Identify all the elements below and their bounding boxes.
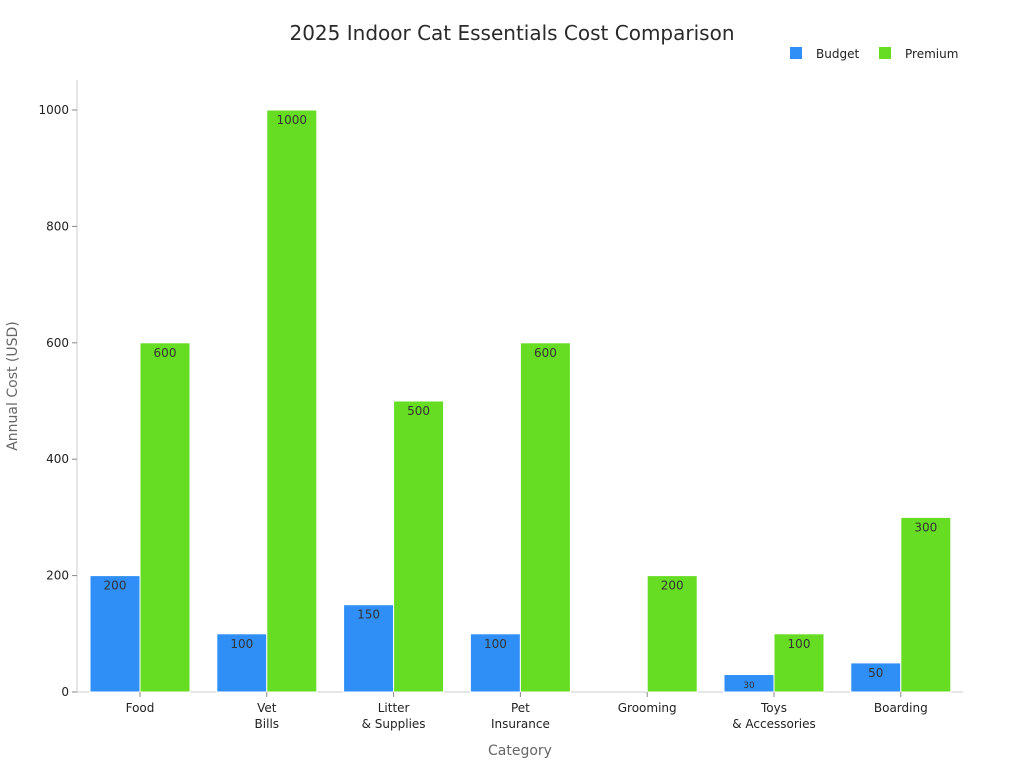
legend-label-premium: Premium bbox=[905, 47, 958, 61]
legend-label-budget: Budget bbox=[816, 47, 859, 61]
legend-swatch-budget bbox=[790, 47, 802, 59]
bar-budget-2 bbox=[343, 604, 395, 693]
x-tick-label: Food bbox=[126, 701, 155, 715]
x-tick-label: Toys & Accessories bbox=[732, 701, 816, 731]
data-label-budget-3: 100 bbox=[484, 637, 507, 651]
x-tick-label: Grooming bbox=[618, 701, 677, 715]
bar-premium-0 bbox=[139, 342, 191, 693]
data-label-budget-5: 30 bbox=[743, 681, 755, 691]
y-tick-label: 400 bbox=[46, 452, 69, 466]
bar-budget-6 bbox=[850, 662, 902, 693]
data-label-premium-5: 100 bbox=[788, 637, 811, 651]
bar-premium-3 bbox=[519, 342, 571, 693]
legend: Budget Premium bbox=[790, 47, 958, 61]
data-label-premium-6: 300 bbox=[914, 520, 937, 534]
plot-area: 0 200 400 600 800 1000 200 100 150 100 30 50 600 1000… bbox=[38, 80, 963, 731]
legend-swatch-premium bbox=[879, 47, 891, 59]
data-label-budget-1: 100 bbox=[230, 637, 253, 651]
y-tick-label: 0 bbox=[61, 685, 69, 699]
y-tick-label: 1000 bbox=[38, 103, 69, 117]
y-axis-title: Annual Cost (USD) bbox=[5, 321, 21, 451]
x-axis-title: Category bbox=[488, 743, 552, 759]
data-label-budget-0: 200 bbox=[104, 579, 127, 593]
y-tick-label: 200 bbox=[46, 569, 69, 583]
data-label-premium-3: 600 bbox=[534, 346, 557, 360]
bar-premium-1 bbox=[266, 109, 318, 693]
bar-premium-4 bbox=[646, 575, 698, 693]
bar-premium-5 bbox=[773, 633, 825, 693]
data-label-premium-0: 600 bbox=[154, 346, 177, 360]
x-tick-label: Pet Insurance bbox=[491, 701, 550, 731]
x-tick-label: Boarding bbox=[874, 701, 928, 715]
data-label-premium-4: 200 bbox=[661, 579, 684, 593]
data-label-premium-2: 500 bbox=[407, 404, 430, 418]
x-tick-label: Vet Bills bbox=[255, 701, 280, 731]
bar-premium-2 bbox=[393, 400, 445, 693]
data-label-premium-1: 1000 bbox=[277, 113, 308, 127]
bar-budget-0 bbox=[89, 575, 141, 693]
bar-budget-1 bbox=[216, 633, 268, 693]
data-label-budget-6: 50 bbox=[868, 666, 883, 680]
bar-premium-6 bbox=[900, 516, 952, 693]
y-tick-label: 600 bbox=[46, 336, 69, 350]
x-tick-label: Litter & Supplies bbox=[362, 701, 426, 731]
data-label-budget-2: 150 bbox=[357, 608, 380, 622]
y-tick-label: 800 bbox=[46, 219, 69, 233]
chart-title: 2025 Indoor Cat Essentials Cost Comparis… bbox=[289, 21, 734, 45]
